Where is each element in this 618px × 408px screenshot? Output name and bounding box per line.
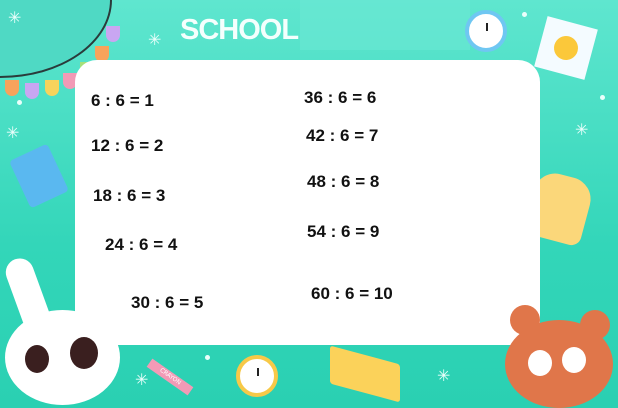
flag-icon <box>45 80 59 96</box>
sparkle-icon: ✳ <box>135 370 149 389</box>
dot <box>17 100 22 105</box>
flag-icon <box>106 26 120 42</box>
equation-right-2: 42 : 6 = 7 <box>306 126 379 145</box>
equation-right-1: 36 : 6 = 6 <box>304 88 377 107</box>
dot <box>522 12 527 17</box>
bunny-illustration <box>0 254 125 405</box>
sparkle-icon: ✳ <box>575 120 589 139</box>
header-band <box>300 0 470 50</box>
equation-right-5: 60 : 6 = 10 <box>311 284 393 303</box>
dot <box>205 355 210 360</box>
equation-left-5: 30 : 6 = 5 <box>131 293 204 312</box>
bear-illustration <box>500 305 616 408</box>
clock-icon <box>236 355 278 397</box>
sparkle-icon: ✳ <box>148 30 162 49</box>
flag-icon <box>95 46 109 62</box>
equation-right-4: 54 : 6 = 9 <box>307 222 380 241</box>
sparkle-icon: ✳ <box>437 366 451 385</box>
equation-right-3: 48 : 6 = 8 <box>307 172 380 191</box>
equation-card <box>75 60 540 345</box>
equation-left-1: 6 : 6 = 1 <box>91 91 154 110</box>
flag-icon <box>25 83 39 99</box>
equation-left-3: 18 : 6 = 3 <box>93 186 166 205</box>
flag-icon <box>63 73 77 89</box>
equation-left-4: 24 : 6 = 4 <box>105 235 178 254</box>
sparkle-icon: ✳ <box>8 8 22 27</box>
flag-icon <box>5 80 19 96</box>
page-title: SCHOOL <box>180 14 299 46</box>
clock-icon <box>465 10 507 52</box>
equation-left-2: 12 : 6 = 2 <box>91 136 164 155</box>
dot <box>600 95 605 100</box>
sparkle-icon: ✳ <box>6 123 20 142</box>
